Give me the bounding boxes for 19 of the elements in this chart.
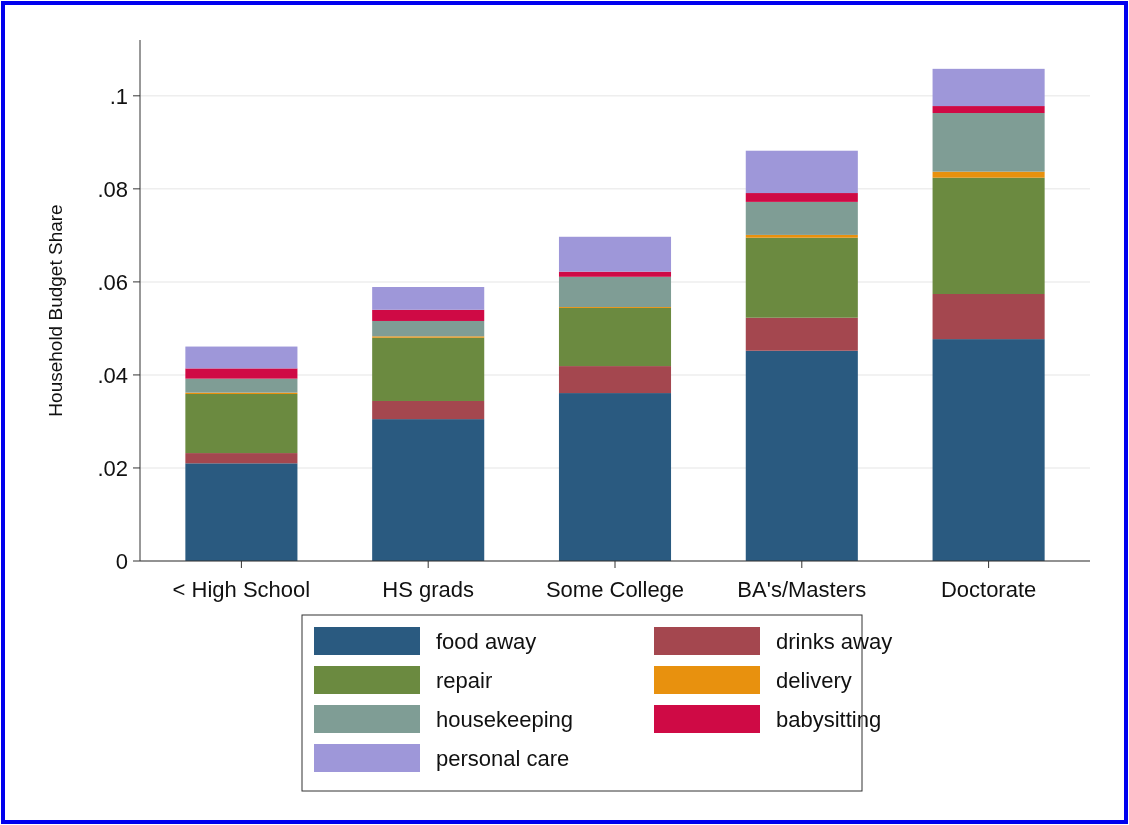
x-tick-label: BA's/Masters [737,577,867,602]
y-tick-label: .04 [97,362,128,388]
x-tick-label: HS grads [382,577,475,602]
y-tick-label: .08 [97,176,128,202]
legend-label: babysitting [776,706,882,732]
y-tick-label: .02 [97,455,128,481]
y-axis-title: Household Budget Share [45,204,66,417]
legend-label: housekeeping [436,706,574,732]
x-tick-label: Some College [545,577,685,602]
legend-label: food away [436,628,537,654]
x-tick-label: Doctorate [940,577,1037,602]
y-tick-label: 0 [115,548,128,574]
legend-label: repair [436,667,493,693]
y-tick-label: .06 [97,269,128,295]
legend-label: drinks away [776,628,893,654]
legend-label: personal care [436,745,570,771]
y-tick-label: .1 [109,83,128,109]
x-tick-label: < High School [172,577,311,602]
legend-label: delivery [776,667,852,693]
